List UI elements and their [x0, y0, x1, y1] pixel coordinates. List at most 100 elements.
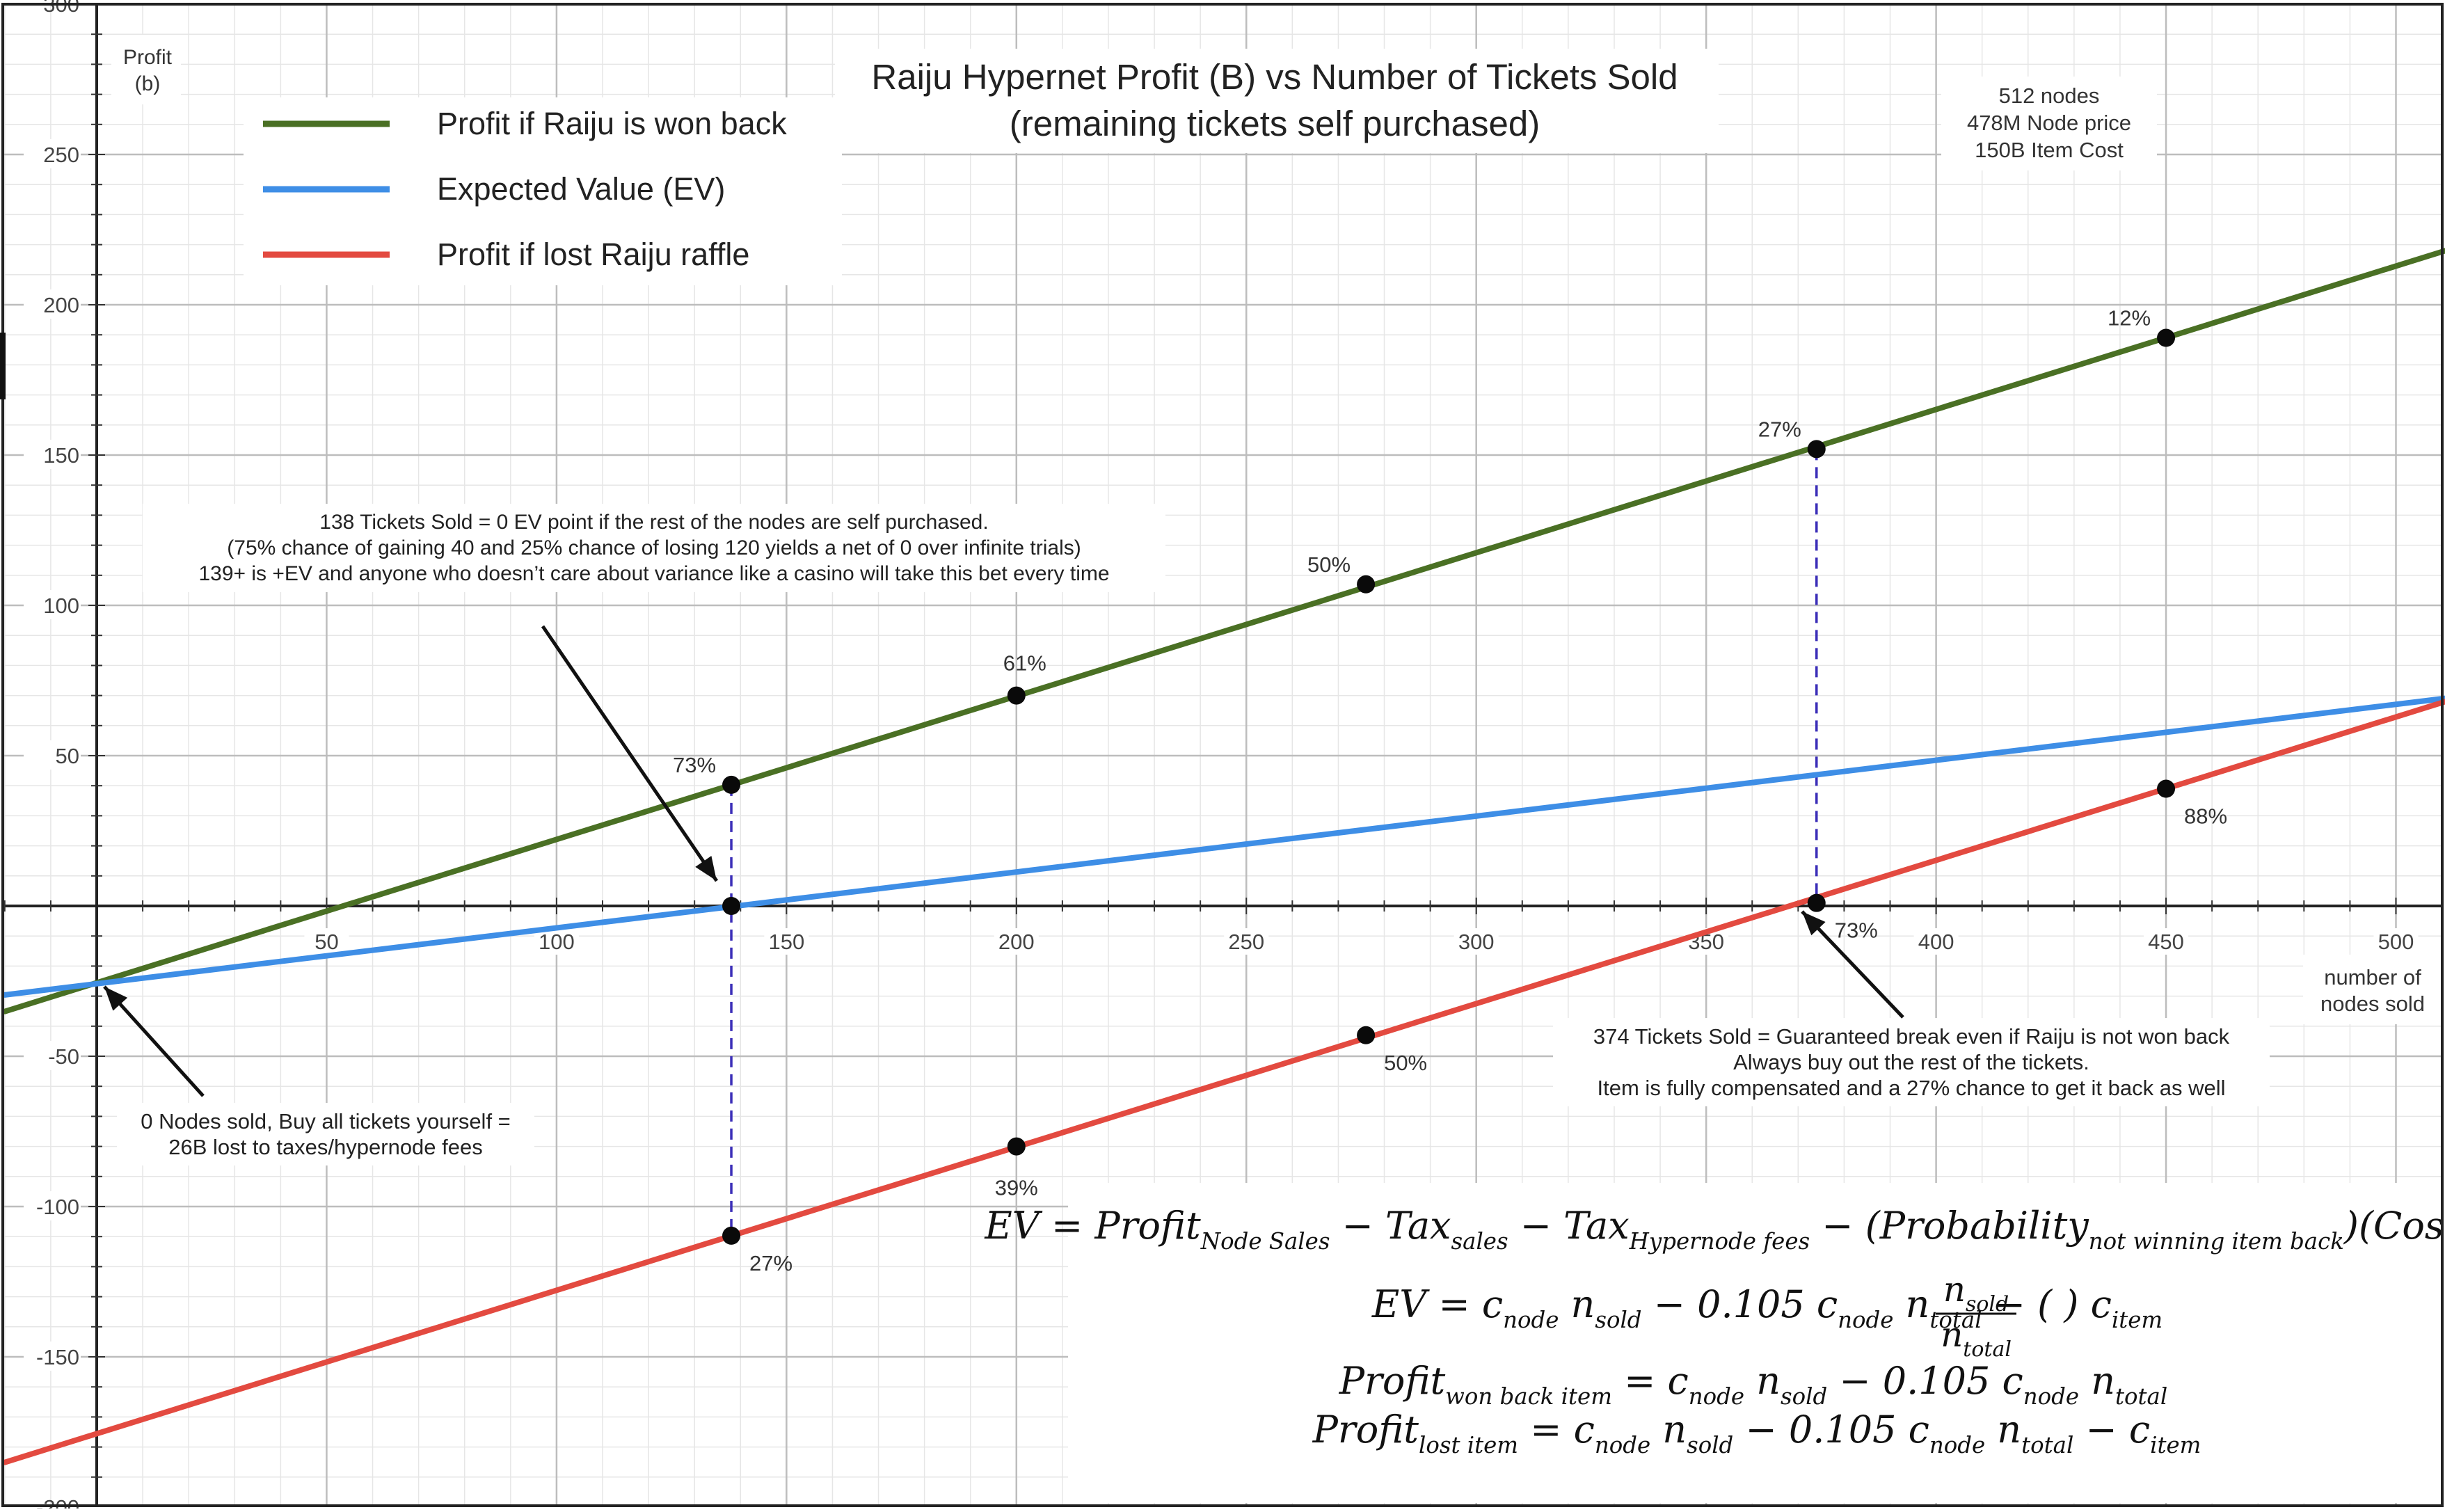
info-box-line: 150B Item Cost [1975, 138, 2124, 162]
arrow-break-even [1801, 910, 1904, 1019]
arrow-break-even-head [1802, 912, 1826, 936]
chart-title: Raiju Hypernet Profit (B) vs Number of T… [871, 57, 1678, 97]
x-tick-label: 100 [539, 930, 575, 954]
info-box-bg [1941, 77, 2157, 170]
data-point [1007, 686, 1026, 705]
x-axis-label-bg [2303, 955, 2442, 1024]
formula-fraction-denominator: ntotal [1941, 1314, 2012, 1362]
annotation-break-even: Item is fully compensated and a 27% chan… [1598, 1076, 2226, 1100]
y-axis-label: Profit [123, 46, 173, 69]
x-tick-label: 300 [1458, 930, 1495, 954]
annotation-break-even: 374 Tickets Sold = Guaranteed break even… [1593, 1024, 2230, 1049]
x-tick-label-bg [994, 928, 1039, 955]
annotation-ev-zero: (75% chance of gaining 40 and 25% chance… [227, 536, 1081, 559]
x-tick-label-bg [1454, 928, 1499, 955]
x-tick-label: 200 [998, 930, 1035, 954]
annotation-zero-sold: 26B lost to taxes/hypernode fees [168, 1135, 483, 1159]
x-tick-label-bg [764, 928, 809, 955]
formula-ev-expanded: EV = cnode nsold − 0.105 cnode ntotal − … [1371, 1282, 2163, 1333]
annotation-zero-sold: 0 Nodes sold, Buy all tickets yourself = [141, 1109, 511, 1133]
annotation-ev-zero: 139+ is +EV and anyone who doesn’t care … [198, 562, 1109, 585]
y-tick-label-bg [24, 139, 81, 168]
arrow-ev-zero-head [695, 856, 717, 881]
series-line-1 [1, 695, 2445, 998]
data-point-label: 88% [2184, 804, 2227, 829]
data-point-label: 61% [1003, 651, 1046, 676]
y-tick-label-bg [24, 1041, 81, 1070]
y-tick-label-bg [24, 1342, 81, 1371]
y-axis-label-bg [111, 35, 181, 104]
data-point-label: 39% [995, 1176, 1038, 1200]
x-tick-label: 150 [768, 930, 804, 954]
y-tick-label: -100 [36, 1195, 79, 1219]
formula-ev-general: EV = ProfitNode Sales − Taxsales − TaxHy… [984, 1204, 2445, 1255]
data-point-label: 73% [1835, 918, 1878, 943]
y-tick-label: -150 [36, 1345, 79, 1369]
arrow-zero-sold-head [104, 987, 128, 1011]
x-tick-label: 500 [2378, 930, 2414, 954]
legend-label-2: Profit if lost Raiju raffle [437, 237, 749, 272]
x-tick-label-bg [1913, 928, 1959, 955]
x-tick-label-bg [2373, 928, 2419, 955]
data-point-label: 50% [1384, 1051, 1427, 1075]
data-point [1357, 1026, 1376, 1044]
x-tick-label: 400 [1918, 930, 1954, 954]
data-point [2157, 328, 2176, 347]
annotation-break-even: Always buy out the rest of the tickets. [1733, 1050, 2089, 1074]
y-tick-label-bg [24, 740, 81, 770]
x-tick-label-bg [1224, 928, 1269, 955]
chart-subtitle: (remaining tickets self purchased) [1010, 104, 1540, 143]
x-axis-label: nodes sold [2320, 992, 2425, 1016]
y-tick-label-bg [24, 590, 81, 619]
formula-profit-lost: Profitlost item = cnode nsold − 0.105 cn… [1312, 1408, 2201, 1458]
data-point-label: 50% [1307, 552, 1351, 577]
formula-fraction-numerator: nsold [1943, 1269, 2009, 1316]
arrow-ev-zero [541, 625, 719, 882]
series-line-0 [1, 248, 2445, 1014]
data-point [722, 897, 741, 915]
y-tick-label: 100 [43, 594, 79, 618]
y-tick-label: 250 [43, 143, 79, 167]
data-point [1807, 440, 1826, 459]
x-tick-label-bg [2144, 928, 2189, 955]
info-box-line: 478M Node price [1967, 111, 2131, 135]
y-axis-label: (b) [135, 72, 161, 95]
formula-profit-won: Profitwon back item = cnode nsold − 0.10… [1339, 1359, 2167, 1410]
formula-bg [1068, 1183, 2442, 1503]
y-tick-label-bg [24, 440, 81, 469]
legend-label-0: Profit if Raiju is won back [437, 106, 787, 141]
data-point [1357, 575, 1376, 594]
info-box-line: 512 nodes [1999, 83, 2100, 108]
title-bg [835, 49, 1719, 153]
annotation-bg-ev-zero [143, 504, 1165, 592]
x-tick-label: 250 [1228, 930, 1264, 954]
y-tick-label: 150 [43, 443, 79, 468]
y-tick-label-bg [24, 1191, 81, 1220]
y-tick-label: -50 [48, 1044, 79, 1069]
annotation-bg-break-even [1553, 1018, 2270, 1106]
annotation-bg-zero-sold [117, 1103, 534, 1165]
series-line-2 [1, 699, 2445, 1465]
data-point [722, 775, 741, 794]
annotation-ev-zero: 138 Tickets Sold = 0 EV point if the res… [319, 511, 988, 534]
x-tick-label-bg [304, 928, 349, 955]
data-point [722, 1226, 741, 1245]
arrow-zero-sold [103, 985, 205, 1097]
x-tick-label-bg [534, 928, 579, 955]
data-point-label: 27% [749, 1251, 793, 1275]
x-axis-label: number of [2324, 965, 2421, 989]
y-tick-label: 300 [43, 0, 79, 17]
x-tick-label: 50 [314, 930, 338, 954]
data-point [2157, 779, 2176, 798]
y-tick-label: 50 [56, 744, 79, 768]
x-tick-label: 450 [2148, 930, 2184, 954]
data-point-label: 12% [2108, 306, 2151, 331]
data-point-label: 73% [673, 753, 716, 777]
y-tick-label-bg [24, 289, 81, 319]
legend-label-1: Expected Value (EV) [437, 171, 725, 207]
data-point-label: 27% [1758, 417, 1801, 441]
y-tick-label: 200 [43, 293, 79, 317]
data-point [1007, 1137, 1026, 1156]
